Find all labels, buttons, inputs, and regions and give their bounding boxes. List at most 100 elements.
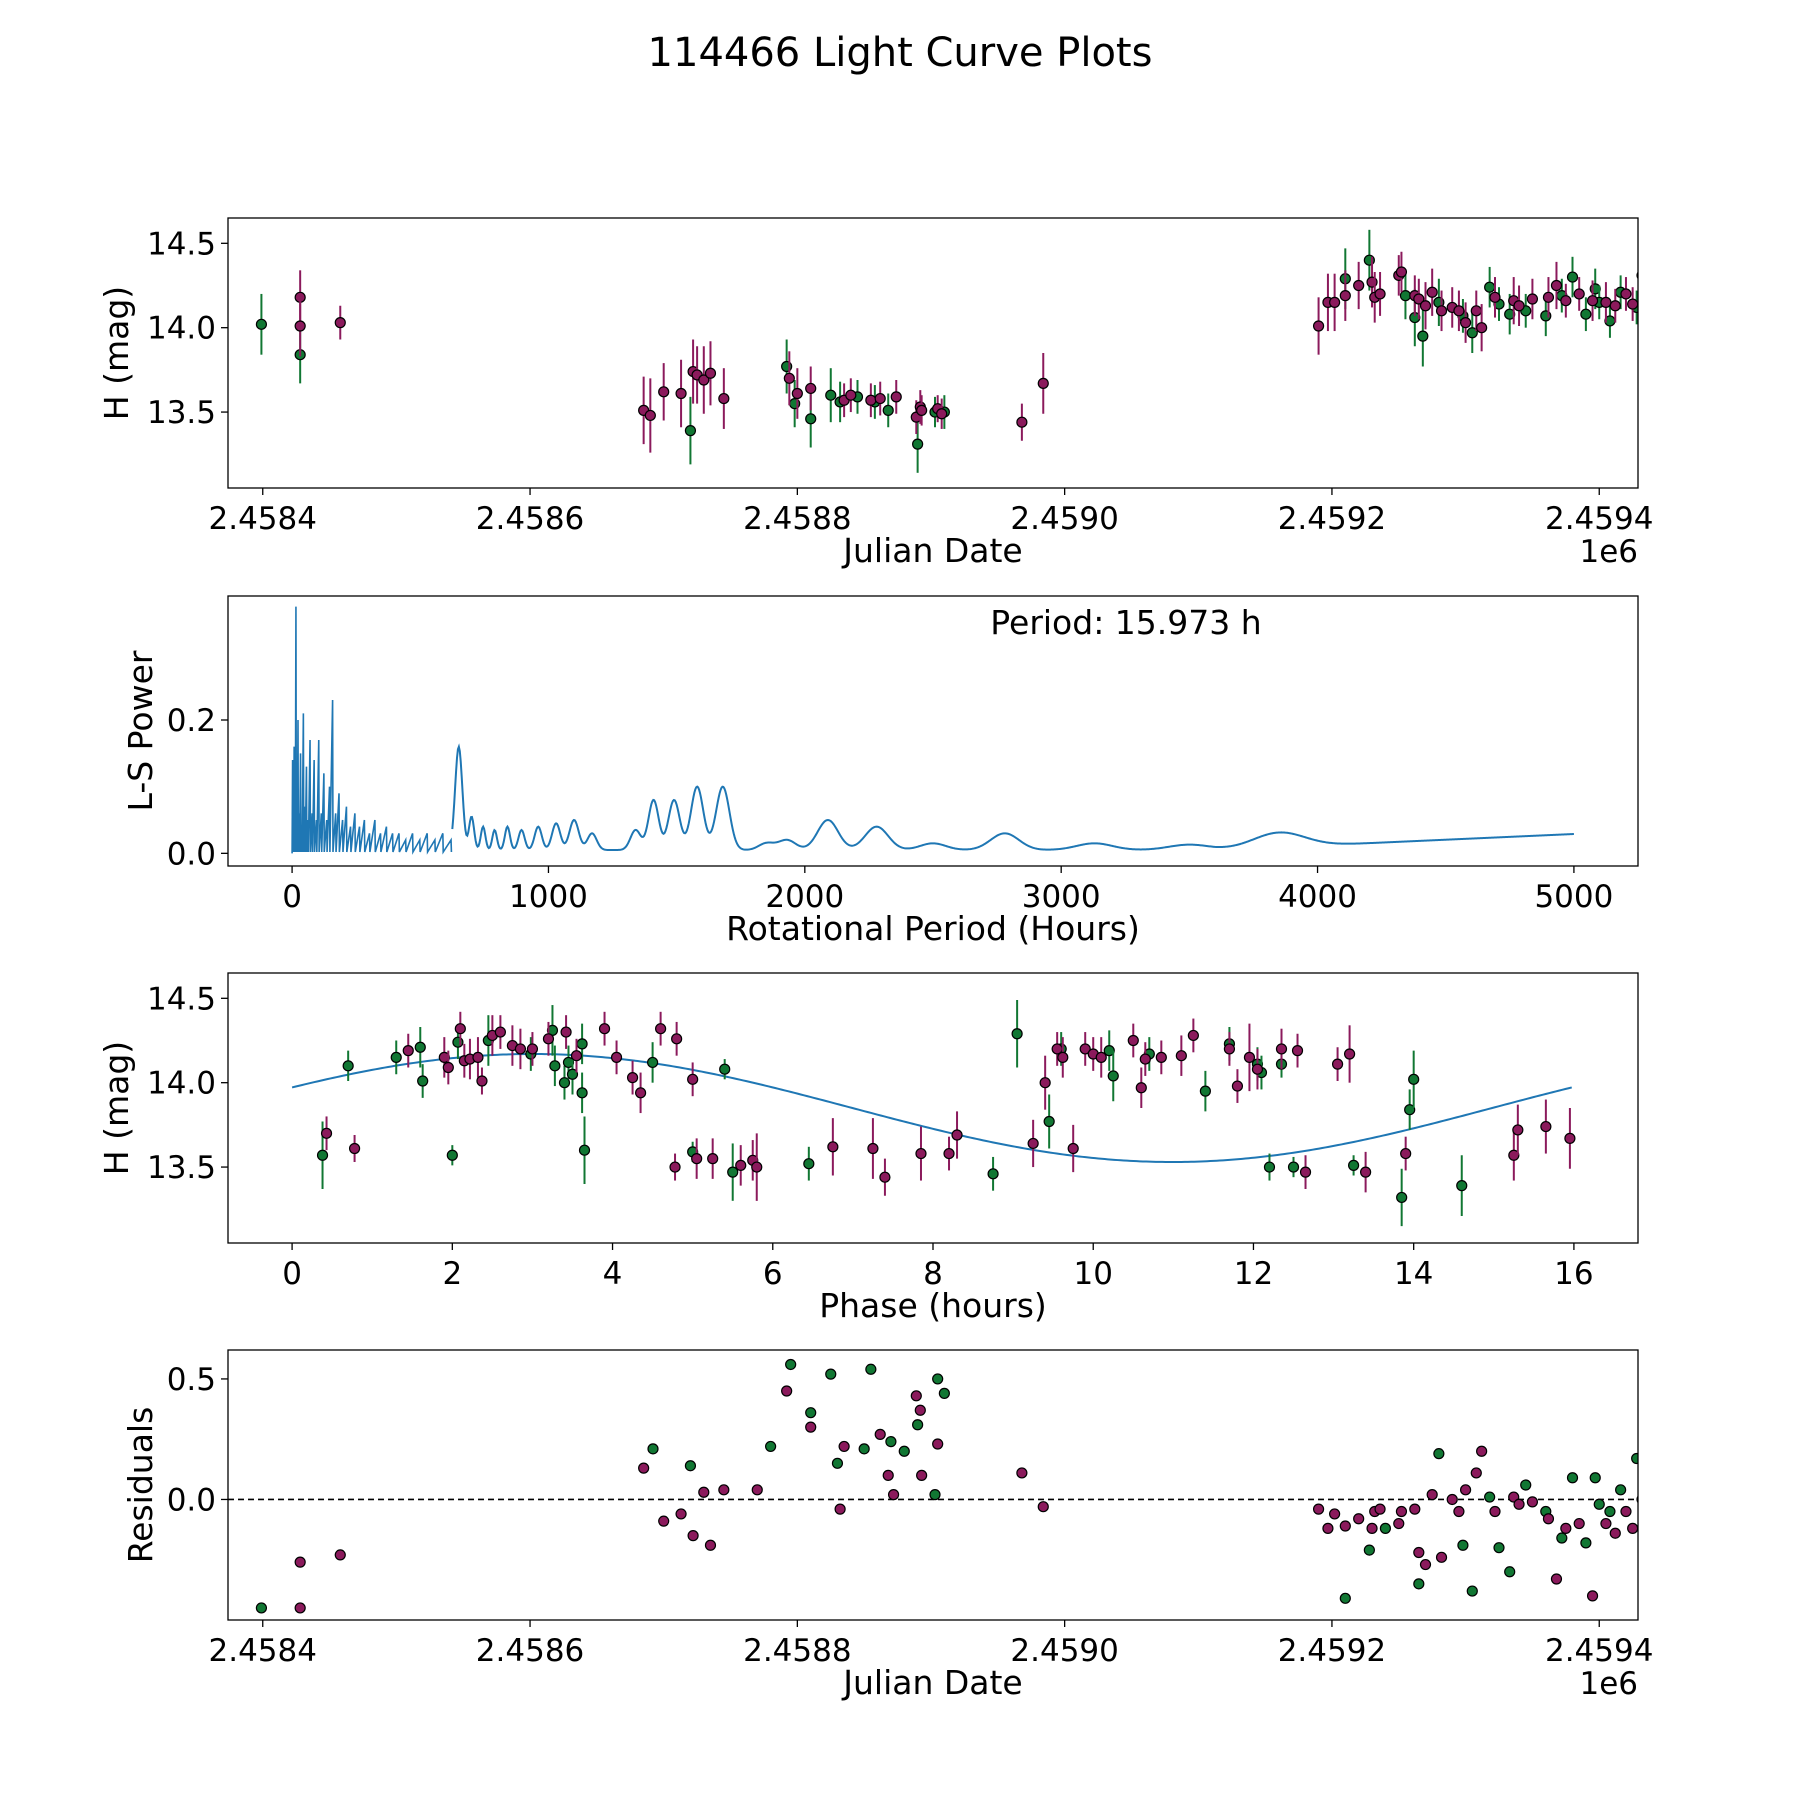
residuals-green-point xyxy=(1589,1472,1601,1484)
residuals-purple-point xyxy=(1694,1516,1704,1526)
lightcurve-purple-point xyxy=(1476,322,1488,334)
phase-green-point xyxy=(342,1060,354,1072)
lightcurve-purple-point xyxy=(1600,296,1612,308)
phase-purple-point xyxy=(735,1159,747,1171)
phase-green-point xyxy=(987,1168,999,1180)
phase-purple-point xyxy=(943,1147,955,1160)
period-annotation: Period: 15.973 h xyxy=(990,603,1261,642)
phase-purple-point xyxy=(1360,1166,1372,1178)
phase-purple-point xyxy=(1400,1147,1412,1160)
residuals-purple-point xyxy=(687,1530,699,1542)
periodogram-ytick-label: 0.2 xyxy=(167,703,216,739)
residuals-green-point xyxy=(1556,1532,1568,1544)
phase-purple-point xyxy=(1095,1051,1107,1063)
lightcurve-xtick-label: 2.4586 xyxy=(476,501,584,537)
lightcurve-green-point xyxy=(882,404,894,416)
periodogram-dense-region xyxy=(291,606,453,855)
phase-purple-point xyxy=(494,1026,506,1038)
periodogram-plot-area xyxy=(291,606,1574,855)
lightcurve-purple-point xyxy=(1426,286,1438,298)
lightcurve-purple-point xyxy=(1609,300,1621,312)
phase-purple-point xyxy=(669,1161,681,1173)
residuals-green-point xyxy=(1484,1491,1496,1503)
lightcurve-purple-point xyxy=(1453,305,1465,317)
lightcurve-frame xyxy=(227,217,1639,489)
phase-green-point xyxy=(566,1068,579,1080)
phase-xtick-label: 6 xyxy=(763,1256,783,1292)
residuals-ytick-label: 0.5 xyxy=(167,1362,216,1398)
lightcurve-purple-point xyxy=(1395,266,1408,278)
residuals-purple-point xyxy=(1413,1546,1425,1559)
residuals-purple-point xyxy=(910,1390,922,1402)
residuals-purple-point xyxy=(834,1503,846,1515)
residuals-purple-point xyxy=(1526,1496,1539,1508)
residuals-purple-point xyxy=(1419,1558,1432,1571)
phase-purple-point xyxy=(1155,1051,1167,1063)
phase-ylabel: H (mag) xyxy=(97,1041,136,1175)
periodogram-xtick-label: 4000 xyxy=(1278,879,1357,915)
lightcurve-purple-point xyxy=(1329,296,1341,308)
lightcurve-purple-point xyxy=(294,320,306,332)
lightcurve-purple-point xyxy=(1489,291,1501,303)
phase-green-point xyxy=(576,1087,588,1099)
phase-purple-point xyxy=(1275,1043,1288,1055)
lightcurve-green-point xyxy=(805,413,817,425)
phase-purple-point xyxy=(1057,1051,1069,1063)
residuals-purple-point xyxy=(1446,1493,1458,1506)
residuals-green-point xyxy=(1566,1472,1579,1484)
residuals-purple-point xyxy=(874,1428,886,1440)
lightcurve-purple-point xyxy=(916,404,928,416)
phase-green-point xyxy=(446,1149,458,1161)
periodogram-ylabel: L-S Power xyxy=(121,650,160,811)
lightcurve-purple-point xyxy=(1627,298,1638,310)
phase-purple-point xyxy=(1139,1053,1151,1065)
phase-green-point xyxy=(414,1041,426,1053)
residuals-purple-point xyxy=(294,1602,306,1614)
phase-purple-point xyxy=(560,1026,572,1038)
phase-green-point xyxy=(719,1063,731,1075)
residuals-purple-point xyxy=(1550,1573,1563,1585)
lightcurve-purple-point xyxy=(1339,290,1351,302)
residuals-purple-point xyxy=(916,1469,928,1481)
residuals-purple-point xyxy=(658,1515,670,1527)
residuals-purple-point xyxy=(675,1508,687,1520)
residuals-purple-point xyxy=(1627,1522,1638,1534)
phase-green-point xyxy=(1456,1180,1468,1192)
phase-purple-point xyxy=(1243,1051,1256,1063)
residuals-purple-point xyxy=(781,1385,793,1397)
residuals-purple-point xyxy=(1393,1517,1405,1530)
residuals-purple-point xyxy=(882,1469,894,1481)
phase-purple-point xyxy=(514,1043,527,1055)
lightcurve-xtick-label: 2.4590 xyxy=(1010,501,1118,537)
lightcurve-purple-point xyxy=(1016,416,1028,428)
residuals-purple-point xyxy=(1620,1505,1632,1518)
residuals-green-point xyxy=(255,1602,268,1614)
lightcurve-purple-point xyxy=(1526,293,1539,305)
phase-green-point xyxy=(558,1077,571,1089)
residuals-purple-point xyxy=(1312,1503,1325,1515)
residuals-purple-point xyxy=(1513,1498,1525,1510)
phase-green-point xyxy=(549,1060,561,1072)
lightcurve-purple-point xyxy=(845,389,857,401)
lightcurve-axes: 2.4584 2.4586 2.4588 2.4590 2.4592 2.4594 13.5… xyxy=(97,217,1704,570)
residuals-axes: 2.4584 2.4586 2.4588 2.4590 2.4592 2.4594 0.0 0… xyxy=(121,1349,1704,1702)
lightcurve-purple-point xyxy=(1694,333,1704,343)
phase-purple-point xyxy=(687,1073,699,1085)
lightcurve-purple-point xyxy=(1542,291,1555,303)
lightcurve-purple-point xyxy=(1550,279,1563,292)
residuals-green-point xyxy=(1433,1448,1445,1460)
lightcurve-green-point xyxy=(1484,281,1496,293)
residuals-green-point xyxy=(865,1363,877,1375)
lightcurve-green-point xyxy=(684,425,697,437)
phase-purple-point xyxy=(751,1161,763,1173)
lightcurve-purple-point xyxy=(658,386,670,398)
residuals-purple-point xyxy=(1374,1503,1386,1515)
phase-purple-point xyxy=(570,1050,583,1062)
lightcurve-purple-point xyxy=(1688,297,1698,307)
residuals-purple-point xyxy=(1600,1517,1612,1530)
residuals-xtick-label: 2.4592 xyxy=(1278,1633,1386,1669)
phase-green-point xyxy=(578,1144,591,1156)
residuals-purple-point xyxy=(751,1484,763,1496)
residuals-green-point xyxy=(1466,1585,1478,1597)
phase-xtick-label: 14 xyxy=(1394,1256,1433,1292)
